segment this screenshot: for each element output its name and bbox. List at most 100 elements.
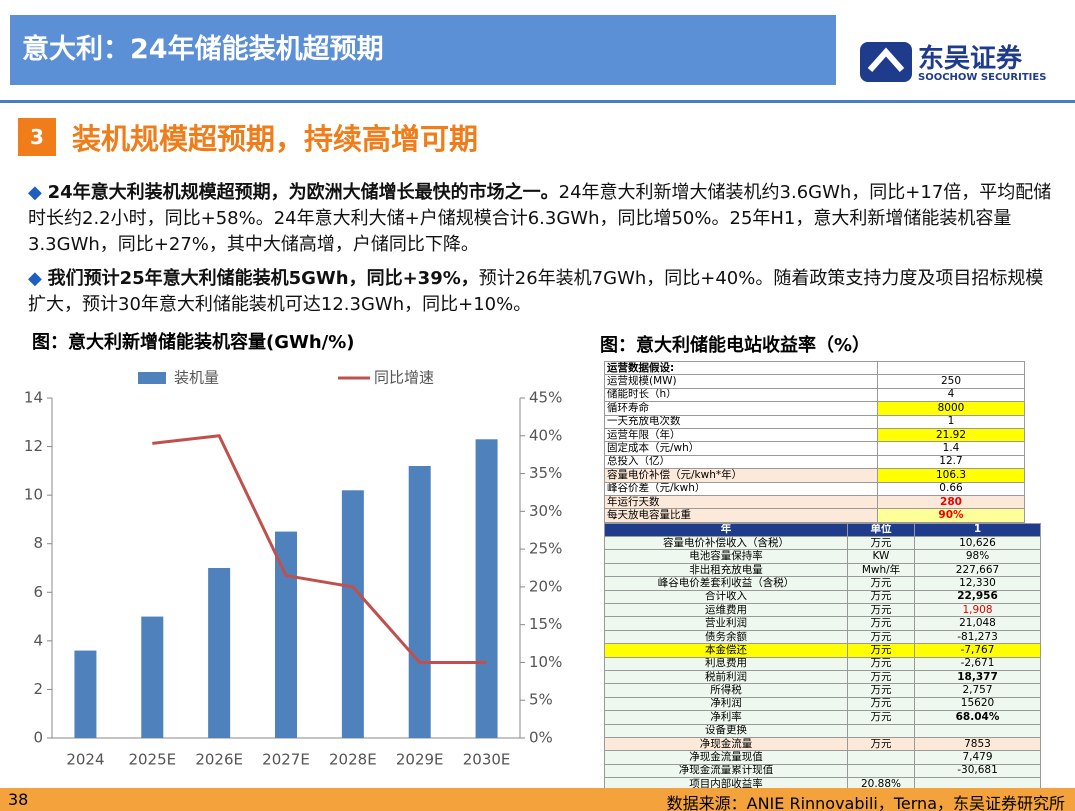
- param-row: 储能时长（h） 4: [604, 387, 1025, 403]
- result-cell: 容量电价补偿收入（含税）: [604, 536, 848, 551]
- result-cell: 7853: [914, 736, 1041, 752]
- result-cell: 15620: [914, 696, 1041, 712]
- param-value: 12.7: [877, 454, 1025, 470]
- result-cell: 合计收入: [604, 589, 848, 605]
- result-cell: -2,671: [914, 656, 1041, 671]
- result-row: 本金偿还 万元 -7,767: [604, 643, 1041, 658]
- param-row: 循环寿命 8000: [604, 401, 1025, 416]
- result-row: 电池容量保持率 KW 98%: [604, 549, 1041, 564]
- result-cell: 净现金流量现值: [604, 750, 848, 765]
- y-tick-label: 2: [33, 680, 43, 698]
- y2-tick-label: 10%: [529, 653, 562, 671]
- legend-swatch: [138, 372, 166, 384]
- section-title: 装机规模超预期，持续高增可期: [72, 122, 479, 156]
- result-cell: 利息费用: [604, 656, 848, 671]
- result-cell: 227,667: [914, 562, 1041, 578]
- param-value: 106.3: [877, 468, 1025, 483]
- result-cell: 万元: [847, 710, 915, 725]
- x-tick-label: 2030E: [463, 751, 511, 769]
- result-cell: 98%: [914, 549, 1041, 564]
- result-table: 年单位 1 容量电价补偿收入（含税） 万元 10,626 电池容量保持率 KW 98% 非出租充…: [604, 522, 1041, 792]
- param-label: 容量电价补偿（元/kwh*年）: [604, 468, 878, 483]
- result-cell: -81,273: [914, 629, 1041, 645]
- result-cell: 电池容量保持率: [604, 549, 848, 564]
- param-label: 固定成本（元/wh）: [604, 441, 878, 456]
- y-tick-label: 4: [33, 631, 43, 649]
- result-cell: 净现金流量累计现值: [604, 763, 848, 779]
- source: 数据来源：ANIE Rinnovabili，Terna，东吴证券研究所: [666, 794, 1065, 811]
- result-cell: 万元: [847, 736, 915, 752]
- result-cell: [847, 750, 915, 765]
- header-title: 意大利：24年储能装机超预期: [10, 15, 836, 85]
- result-cell: -30,681: [914, 763, 1041, 779]
- result-cell: Mwh/年: [847, 562, 915, 578]
- chart: 0 2 4 6 8 10 12 14 0% 5% 10% 15% 20% 25% 30% 35% 40% 45% 2…: [24, 369, 562, 769]
- y-tick-label: 6: [33, 583, 43, 601]
- result-cell: 12,330: [914, 576, 1041, 591]
- result-row: 营业利润 万元 21,048: [604, 616, 1041, 631]
- x-tick-label: 2027E: [262, 751, 310, 769]
- x-tick-label: 2024: [66, 751, 104, 769]
- result-cell: 净利率: [604, 710, 848, 725]
- result-cell: 设备更换: [604, 723, 848, 738]
- y2-tick-label: 5%: [529, 691, 553, 709]
- result-cell: 万元: [847, 616, 915, 631]
- header-cell: 1: [914, 522, 1041, 538]
- param-value: 0.66: [877, 481, 1025, 496]
- footer-bar: [0, 788, 1075, 811]
- section-number: 3: [18, 118, 56, 156]
- legend-label: 装机量: [174, 369, 219, 387]
- x-tick-label: 2028E: [329, 751, 377, 769]
- result-cell: 68.04%: [914, 710, 1041, 725]
- y-tick-label: 10: [24, 486, 43, 504]
- bar: [275, 531, 297, 738]
- x-tick-label: 2025E: [128, 751, 176, 769]
- y2-tick-label: 40%: [529, 426, 562, 444]
- result-cell: [847, 723, 915, 738]
- result-cell: 2,757: [914, 683, 1041, 698]
- result-cell: 18,377: [914, 669, 1041, 685]
- param-value: 8000: [877, 401, 1025, 416]
- header-row: 年单位 1: [604, 522, 1041, 538]
- x-tick-label: 2026E: [195, 751, 243, 769]
- y-tick-label: 0: [33, 729, 43, 747]
- param-value: 250: [877, 374, 1025, 389]
- param-row: 容量电价补偿（元/kwh*年） 106.3: [604, 468, 1025, 483]
- y2-tick-label: 20%: [529, 577, 562, 595]
- bullet-text: 24年意大利新增大储装机约3.6GWh，同比+17倍，平均配储时长约2.2小时，…: [28, 182, 1052, 255]
- bullet-bold: 我们预计25年意大利储能装机5GWh，同比+39%，: [47, 268, 479, 289]
- result-cell: 万元: [847, 669, 915, 685]
- param-value: 21.92: [877, 427, 1025, 443]
- result-cell: 万元: [847, 656, 915, 671]
- result-cell: 项目内部收益率: [604, 777, 848, 792]
- param-value: 4: [877, 387, 1025, 403]
- param-row: 年运行天数 280: [604, 494, 1025, 510]
- result-row: 设备更换: [604, 723, 1041, 738]
- param-label: 运营规模(MW): [604, 374, 878, 389]
- result-cell: 债务余额: [604, 629, 848, 645]
- result-row: 债务余额 万元 -81,273: [604, 629, 1041, 645]
- param-label: 总投入（亿）: [604, 454, 878, 470]
- result-row: 容量电价补偿收入（含税） 万元 10,626: [604, 536, 1041, 551]
- param-label: 年运行天数: [604, 494, 878, 510]
- result-cell: 营业利润: [604, 616, 848, 631]
- result-cell: 非出租充放电量: [604, 562, 848, 578]
- result-cell: 1,908: [914, 603, 1041, 618]
- param-row: 运营数据假设:: [604, 360, 1025, 376]
- header-rule: [0, 100, 1075, 103]
- result-cell: 万元: [847, 603, 915, 618]
- result-row: 项目内部收益率 20.88%: [604, 777, 1041, 792]
- y2-tick-label: 35%: [529, 464, 562, 482]
- param-row: 固定成本（元/wh） 1.4: [604, 441, 1025, 456]
- param-table: 运营数据假设: 运营规模(MW) 250 储能时长（h） 4 循环寿命 8000 一天充放电次…: [604, 360, 1025, 523]
- result-cell: 万元: [847, 589, 915, 605]
- result-cell: -7,767: [914, 643, 1041, 658]
- param-label: 一天充放电次数: [604, 414, 878, 429]
- result-row: 净现金流量累计现值 -30,681: [604, 763, 1041, 779]
- legend-label: 同比增速: [374, 369, 434, 387]
- result-cell: 22,956: [914, 589, 1041, 605]
- bullet: ◆ 我们预计25年意大利储能装机5GWh，同比+39%，预计26年装机7GWh，…: [28, 268, 1044, 315]
- result-row: 净利润 万元 15620: [604, 696, 1041, 712]
- bar: [475, 439, 498, 738]
